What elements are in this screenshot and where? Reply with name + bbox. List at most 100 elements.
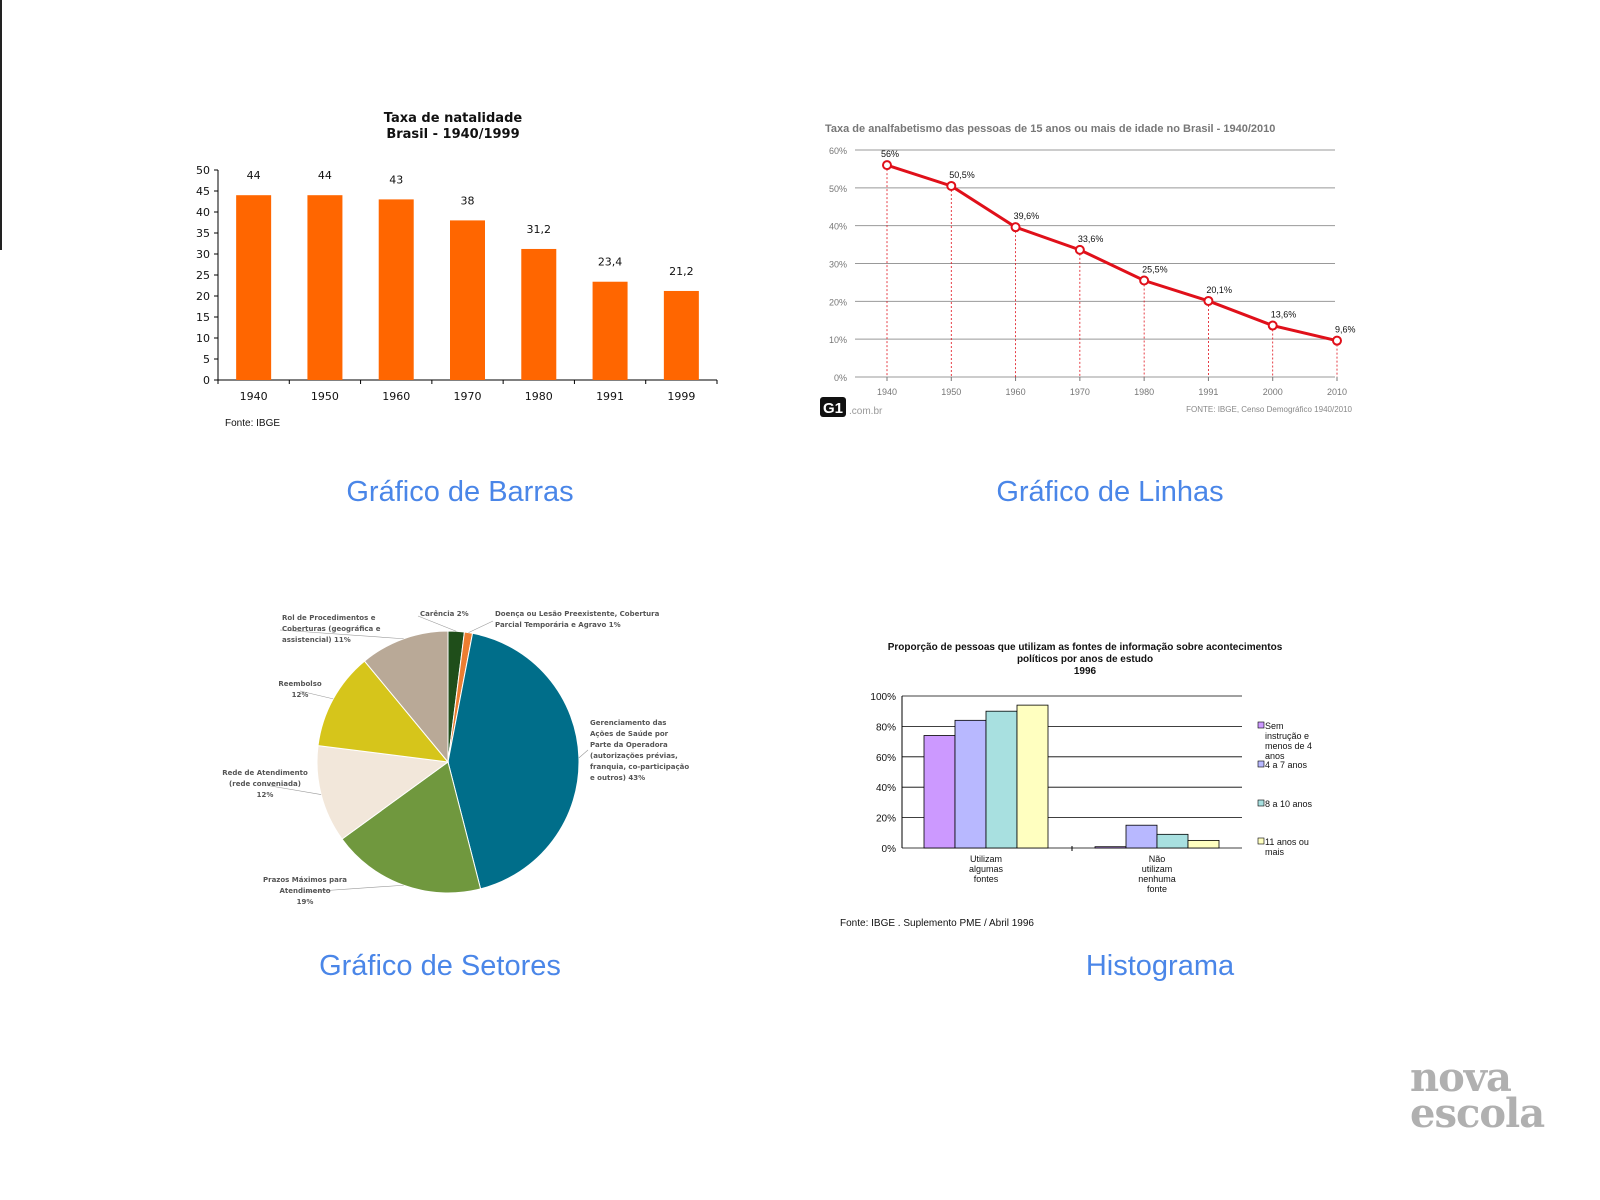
pie-leader-line — [468, 620, 494, 633]
bar — [236, 195, 272, 380]
histogram-bar — [1125, 824, 1158, 849]
line-data-label: 39,6% — [1014, 211, 1040, 221]
pie-slice-label: Doença ou Lesão Preexistente, Cobertura — [495, 610, 660, 618]
line-data-label: 56% — [881, 149, 899, 159]
line-point — [1139, 275, 1150, 286]
histogram-bar — [954, 719, 987, 849]
bar-y-tick-label: 0 — [203, 374, 210, 387]
histogram-legend-label: 4 a 7 anos — [1265, 760, 1308, 770]
histogram-y-tick-label: 80% — [876, 722, 896, 733]
bar-x-tick-label: 1960 — [382, 390, 410, 403]
bar-chart-panel: Taxa de natalidade Brasil - 1940/1999 0 5 10… — [180, 100, 760, 455]
g1-logo-text: G1 — [823, 400, 843, 417]
histogram-y-tick-label: 100% — [870, 692, 896, 703]
bar-y-tick-label: 20 — [196, 290, 210, 303]
bar-x-tick-label: 1970 — [454, 390, 482, 403]
bar-y-tick-label: 25 — [196, 269, 210, 282]
line-y-tick-label: 30% — [829, 260, 847, 270]
bar-x-tick-label: 1980 — [525, 390, 553, 403]
histogram-caption: Histograma — [1085, 950, 1235, 982]
pie-slice-label: (rede conveniada) — [229, 780, 301, 788]
histogram-y-tick-label: 40% — [876, 783, 896, 794]
histogram-category-label: Não — [1149, 854, 1166, 864]
line-y-tick-label: 60% — [829, 146, 847, 156]
bar-data-label: 44 — [247, 169, 261, 182]
logo-line-1: nova — [1410, 1054, 1512, 1101]
pie-slice-label: 12% — [292, 691, 309, 699]
pie-chart: Carência 2% Doença ou Lesão Preexistente,… — [222, 610, 689, 906]
pie-leader-line — [304, 884, 404, 893]
line-point — [1010, 222, 1021, 233]
line-data-label: 13,6% — [1271, 310, 1297, 320]
line-point — [946, 180, 957, 191]
line-point — [1267, 320, 1278, 331]
line-chart: Taxa de analfabetismo das pessoas de 15 … — [820, 123, 1356, 417]
bar-y-tick-label: 45 — [196, 185, 210, 198]
pie-slice-label: (autorizações prévias, — [590, 752, 678, 760]
pie-slice-label: Carência 2% — [420, 610, 469, 618]
g1-logo-suffix: .com.br — [849, 406, 883, 417]
bar-y-tick-label: 10 — [196, 332, 210, 345]
line-x-tick-label: 1991 — [1198, 387, 1218, 397]
bar-data-label: 31,2 — [527, 223, 552, 236]
bar — [450, 220, 485, 380]
histogram-category-label: fonte — [1147, 884, 1167, 894]
bar-data-label: 44 — [318, 169, 332, 182]
bar — [663, 290, 699, 380]
bar-x-tick-label: 1950 — [311, 390, 339, 403]
pie-leader-line — [299, 690, 334, 700]
histogram-bar — [1094, 846, 1127, 849]
bar-y-tick-label: 35 — [196, 227, 210, 240]
histogram-legend-label: anos — [1265, 751, 1285, 761]
histogram-legend-swatch — [1257, 837, 1265, 845]
pie-chart-caption: Gráfico de Setores — [319, 950, 561, 982]
histogram-title: 1996 — [1074, 666, 1097, 677]
pie-slice-label: 19% — [297, 898, 314, 906]
histogram-bar — [1187, 839, 1220, 849]
pie-leader-line — [279, 629, 404, 640]
pie-slice — [316, 745, 450, 840]
histogram-legend-label: mais — [1265, 847, 1285, 857]
g1-logo-mark — [820, 397, 846, 417]
bar-x-tick-label: 1999 — [667, 390, 695, 403]
line-data-label: 33,6% — [1078, 234, 1104, 244]
line-x-tick-label: 1980 — [1134, 387, 1154, 397]
bar-chart-caption: Gráfico de Barras — [346, 476, 574, 508]
bar-data-label: 43 — [389, 173, 403, 186]
line-x-tick-label: 1960 — [1006, 387, 1026, 397]
line-y-tick-label: 20% — [829, 297, 847, 307]
logo-line-2: escola — [1410, 1090, 1545, 1137]
pie-slice — [341, 761, 482, 894]
pie-slice-label: franquia, co-participação — [590, 763, 689, 771]
left-edge-line — [0, 0, 2, 250]
bar — [307, 195, 343, 380]
bar — [521, 248, 557, 380]
pie-slice-label: 12% — [257, 791, 274, 799]
histogram-legend-swatch — [1257, 799, 1265, 807]
line-chart-panel: Taxa de analfabetismo das pessoas de 15 … — [815, 112, 1395, 447]
bar-y-tick-label: 5 — [203, 353, 210, 366]
pie-slice-label: Rol de Procedimentos e — [282, 614, 376, 622]
bar — [592, 281, 628, 380]
line-x-tick-label: 2010 — [1327, 387, 1347, 397]
histogram-legend-label: instrução e — [1265, 731, 1309, 741]
line-x-tick-label: 1940 — [877, 387, 897, 397]
line-data-label: 50,5% — [949, 170, 975, 180]
line-y-tick-label: 40% — [829, 222, 847, 232]
pie-slice-label: Gerenciamento das — [590, 719, 666, 727]
bar-data-label: 38 — [461, 194, 475, 207]
histogram-legend-swatch — [1257, 760, 1265, 768]
line-x-tick-label: 1970 — [1070, 387, 1090, 397]
bar-chart-title: Taxa de natalidade — [384, 111, 523, 126]
histogram-chart: Proporção de pessoas que utilizam as fon… — [840, 642, 1313, 929]
pie-slice-label: Coberturas (geográfica e — [282, 625, 381, 633]
bar-x-tick-label: 1991 — [596, 390, 624, 403]
pie-slice-label: assistencial) 11% — [282, 636, 351, 644]
pie-slice — [447, 632, 580, 890]
line-point — [1332, 335, 1342, 346]
bar-data-label: 21,2 — [669, 265, 694, 278]
pie-leader-line — [264, 784, 322, 795]
histogram-bar — [923, 735, 956, 849]
bar-y-tick-label: 40 — [196, 206, 210, 219]
